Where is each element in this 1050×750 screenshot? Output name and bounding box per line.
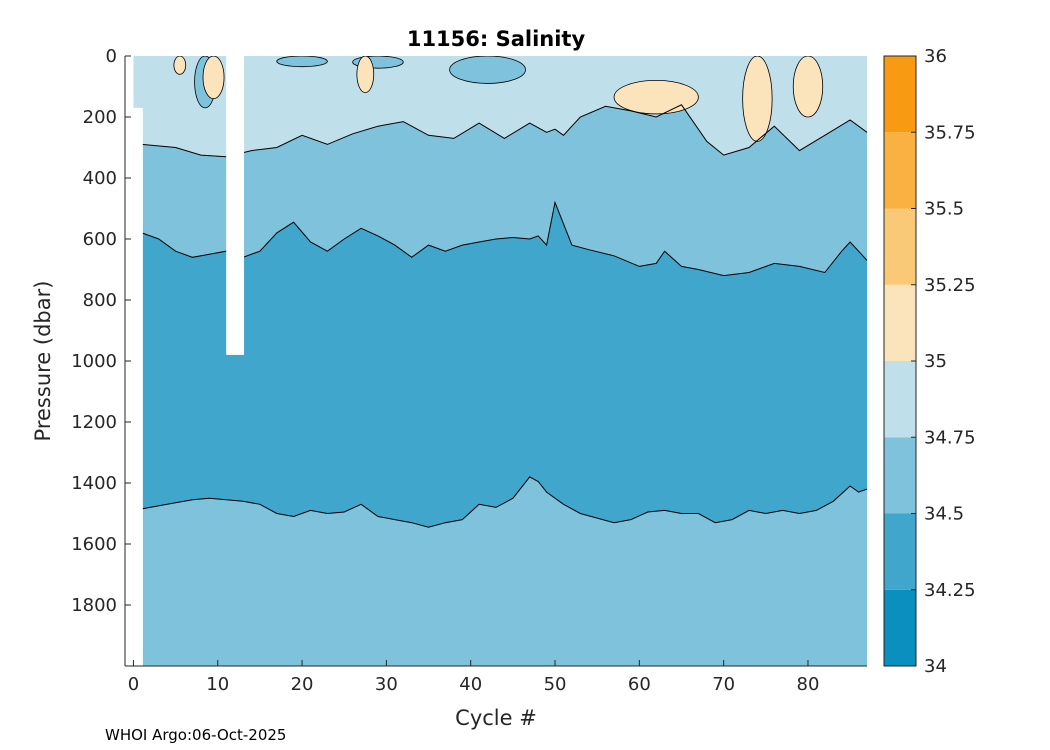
colorbar-swatch — [884, 437, 916, 514]
x-tick-label: 70 — [712, 674, 735, 695]
layer-surface — [125, 56, 867, 157]
axes: 0 10 20 30 40 50 60 70 8002004006008001000120014… — [71, 46, 867, 695]
y-tick-label: 1400 — [71, 473, 117, 494]
y-tick-label: 1600 — [71, 534, 117, 555]
y-tick-label: 1200 — [71, 412, 117, 433]
colorbar-swatch — [884, 589, 916, 666]
missing-data-1 — [226, 56, 245, 355]
colorbar-tick-label: 35.5 — [924, 199, 964, 220]
contour-upper — [141, 104, 867, 158]
y-tick-label: 600 — [83, 229, 117, 250]
x-tick-label: 20 — [291, 674, 314, 695]
x-tick-label: 10 — [206, 674, 229, 695]
y-tick-label: 800 — [83, 290, 117, 311]
y-tick-label: 400 — [83, 168, 117, 189]
y-tick-label: 200 — [83, 107, 117, 128]
colorbar-swatch — [884, 361, 916, 438]
footer-credit: WHOI Argo:06-Oct-2025 — [105, 726, 286, 744]
colorbar-tick-label: 34.5 — [924, 504, 964, 525]
contour-middle — [141, 200, 867, 277]
x-tick-label: 30 — [375, 674, 398, 695]
surface-patch-2 — [276, 56, 328, 68]
colorbar: 34 34.25 34.5 34.75 35 35.25 35.5 35.75 36 — [883, 46, 976, 677]
y-tick-label: 1000 — [71, 351, 117, 372]
surface-patch-0 — [449, 56, 526, 84]
surface-patch-9 — [792, 56, 824, 118]
x-tick-label: 50 — [544, 674, 567, 695]
surface-patch-7 — [613, 80, 699, 115]
surface-patch-5 — [202, 56, 225, 100]
missing-data-0 — [133, 107, 143, 666]
colorbar-swatch — [884, 513, 916, 590]
salinity-field — [125, 56, 867, 666]
plot-area — [125, 56, 867, 666]
x-tick-label: 0 — [128, 674, 139, 695]
colorbar-swatch — [884, 56, 916, 133]
colorbar-tick-label: 36 — [924, 46, 947, 67]
colorbar-tick-label: 34 — [924, 656, 947, 677]
chart-title: 11156: Salinity — [407, 27, 586, 51]
colorbar-tick-label: 34.75 — [924, 427, 976, 448]
colorbar-tick-label: 35 — [924, 351, 947, 372]
layer-intermediate — [141, 202, 867, 528]
x-tick-label: 80 — [797, 674, 820, 695]
x-axis-label: Cycle # — [455, 706, 537, 730]
colorbar-swatch — [884, 284, 916, 361]
colorbar-tick-label: 35.75 — [924, 122, 976, 143]
surface-patch-6 — [173, 56, 187, 75]
surface-patch-8 — [742, 56, 773, 142]
x-tick-label: 40 — [459, 674, 482, 695]
y-tick-label: 1800 — [71, 595, 117, 616]
x-tick-label: 60 — [628, 674, 651, 695]
colorbar-tick-label: 35.25 — [924, 275, 976, 296]
colorbar-swatch — [884, 208, 916, 285]
colorbar-swatch — [884, 132, 916, 209]
surface-patch-4 — [356, 56, 375, 93]
y-tick-label: 0 — [106, 46, 117, 67]
contour-lower — [141, 476, 867, 528]
y-axis-label: Pressure (dbar) — [31, 281, 55, 442]
colorbar-tick-label: 34.25 — [924, 580, 976, 601]
